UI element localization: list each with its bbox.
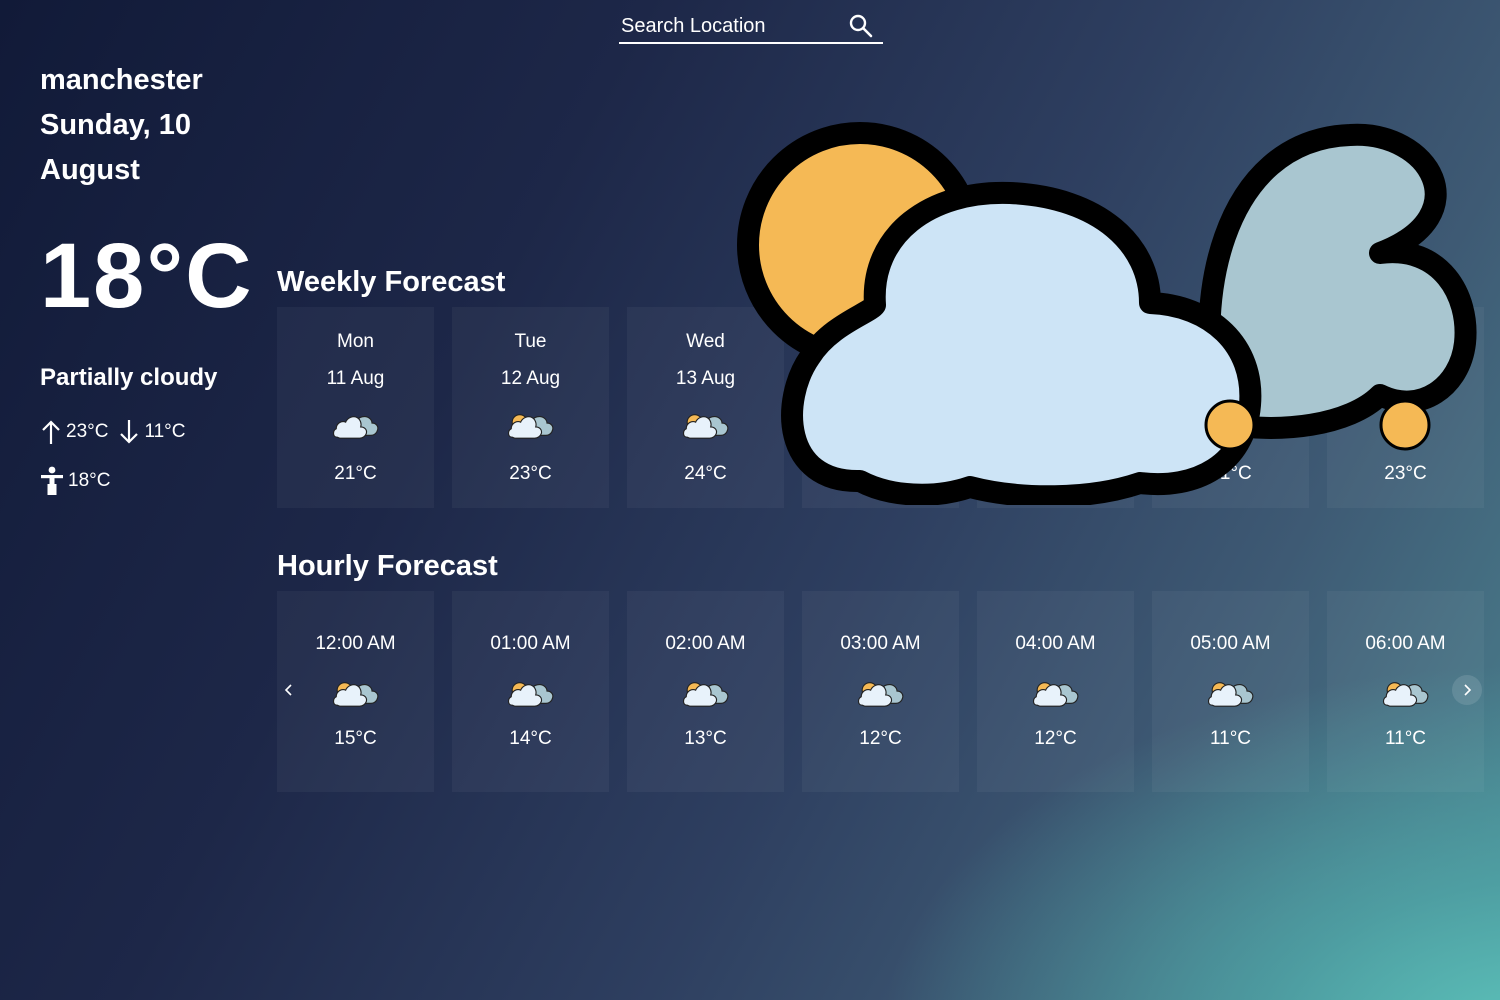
partly-cloudy-icon <box>507 414 554 439</box>
hour-time: 03:00 AM <box>840 633 921 654</box>
day-name: Sat <box>1216 331 1245 352</box>
hour-temp: 11°C <box>1384 728 1427 749</box>
hourly-card[interactable]: 05:00 AM 11°C <box>1152 591 1309 792</box>
day-name: Thu <box>864 331 897 352</box>
sun-icon <box>1382 414 1429 439</box>
hour-temp: 11°C <box>1209 728 1252 749</box>
weekly-day-card[interactable]: Sun 17 Aug 23°C <box>1327 307 1484 508</box>
high-temp: 23°C <box>66 421 109 442</box>
weekly-forecast-title: Weekly Forecast <box>277 266 506 298</box>
weekly-day-card[interactable]: Mon 11 Aug 21°C <box>277 307 434 508</box>
hour-temp: 12°C <box>859 728 902 749</box>
person-icon <box>41 466 63 495</box>
hourly-card[interactable]: 02:00 AM 13°C <box>627 591 784 792</box>
hour-time: 02:00 AM <box>665 633 746 654</box>
hourly-card[interactable]: 06:00 AM 11°C <box>1327 591 1484 792</box>
day-temp: 19°C <box>1034 463 1077 484</box>
cloudy-icon <box>332 415 379 439</box>
weekly-day-card[interactable]: Wed 13 Aug 24°C <box>627 307 784 508</box>
hour-temp: 12°C <box>1034 728 1077 749</box>
day-name: Fri <box>1044 331 1067 352</box>
arrow-down-icon <box>120 420 139 444</box>
day-name: Sun <box>1388 331 1423 352</box>
day-name: Tue <box>514 331 547 352</box>
arrow-up-icon <box>42 420 60 444</box>
partly-cloudy-icon <box>1207 682 1254 707</box>
hourly-forecast-list: 12:00 AM 15°C 01:00 AM 14°C 02:00 AM 13°C 03:0… <box>277 591 1484 792</box>
day-temp: 24°C <box>684 463 727 484</box>
partly-cloudy-icon <box>682 414 729 439</box>
search-input[interactable] <box>619 10 846 42</box>
low-temp: 11°C <box>144 421 186 442</box>
partly-cloudy-icon <box>682 682 729 707</box>
hour-time: 01:00 AM <box>490 633 571 654</box>
partly-cloudy-icon <box>332 682 379 707</box>
current-date: Sunday, 10 August <box>40 109 191 186</box>
feels-like-temp: 18°C <box>68 470 111 491</box>
search-icon[interactable] <box>848 13 874 39</box>
weekly-day-card[interactable]: Sat 16 Aug 21°C <box>1152 307 1309 508</box>
partly-cloudy-icon <box>1032 414 1079 439</box>
day-date: 17 Aug <box>1375 368 1436 389</box>
hour-temp: 14°C <box>509 728 552 749</box>
partly-cloudy-icon <box>857 414 904 439</box>
weekly-day-card[interactable]: Thu 14 Aug 22°C <box>802 307 959 508</box>
day-date: 11 Aug <box>326 368 385 389</box>
day-name: Mon <box>337 331 374 352</box>
search-bar <box>619 10 883 44</box>
hour-time: 12:00 AM <box>315 633 396 654</box>
carousel-next-button[interactable] <box>1452 675 1482 705</box>
partly-cloudy-icon <box>1382 682 1429 707</box>
weekly-day-card[interactable]: Tue 12 Aug 23°C <box>452 307 609 508</box>
current-condition: Partially cloudy <box>40 364 218 391</box>
partly-cloudy-icon <box>1032 682 1079 707</box>
hour-time: 04:00 AM <box>1015 633 1096 654</box>
hourly-card[interactable]: 04:00 AM 12°C <box>977 591 1134 792</box>
day-temp: 21°C <box>1209 463 1252 484</box>
hourly-forecast-title: Hourly Forecast <box>277 550 498 582</box>
city-name: manchester <box>40 64 203 96</box>
carousel-prev-button[interactable] <box>274 675 304 705</box>
day-temp: 23°C <box>509 463 552 484</box>
current-temperature: 18°C <box>40 225 254 327</box>
day-temp: 23°C <box>1384 463 1427 484</box>
high-low-temps: 23°C 11°C <box>40 418 186 446</box>
day-date: 13 Aug <box>675 368 736 389</box>
day-date: 14 Aug <box>850 368 911 389</box>
feels-like: 18°C <box>40 466 110 496</box>
sun-icon <box>1207 414 1254 439</box>
day-date: 12 Aug <box>500 368 561 389</box>
weekly-forecast-list: Mon 11 Aug 21°C Tue 12 Aug 23°C Wed 13 Aug 24°C T… <box>277 307 1484 508</box>
hourly-card[interactable]: 01:00 AM 14°C <box>452 591 609 792</box>
partly-cloudy-icon <box>507 682 554 707</box>
day-temp: 21°C <box>334 463 377 484</box>
day-temp: 22°C <box>859 463 902 484</box>
weekly-day-card[interactable]: Fri 15 Aug 19°C <box>977 307 1134 508</box>
day-name: Wed <box>686 331 725 352</box>
day-date: 15 Aug <box>1025 368 1086 389</box>
chevron-right-icon <box>1464 684 1472 696</box>
partly-cloudy-icon <box>857 682 904 707</box>
hour-time: 05:00 AM <box>1190 633 1271 654</box>
chevron-left-icon <box>284 684 292 696</box>
day-date: 16 Aug <box>1200 368 1261 389</box>
hourly-card[interactable]: 12:00 AM 15°C <box>277 591 434 792</box>
hour-temp: 15°C <box>334 728 377 749</box>
hour-temp: 13°C <box>684 728 727 749</box>
hourly-card[interactable]: 03:00 AM 12°C <box>802 591 959 792</box>
hour-time: 06:00 AM <box>1365 633 1446 654</box>
